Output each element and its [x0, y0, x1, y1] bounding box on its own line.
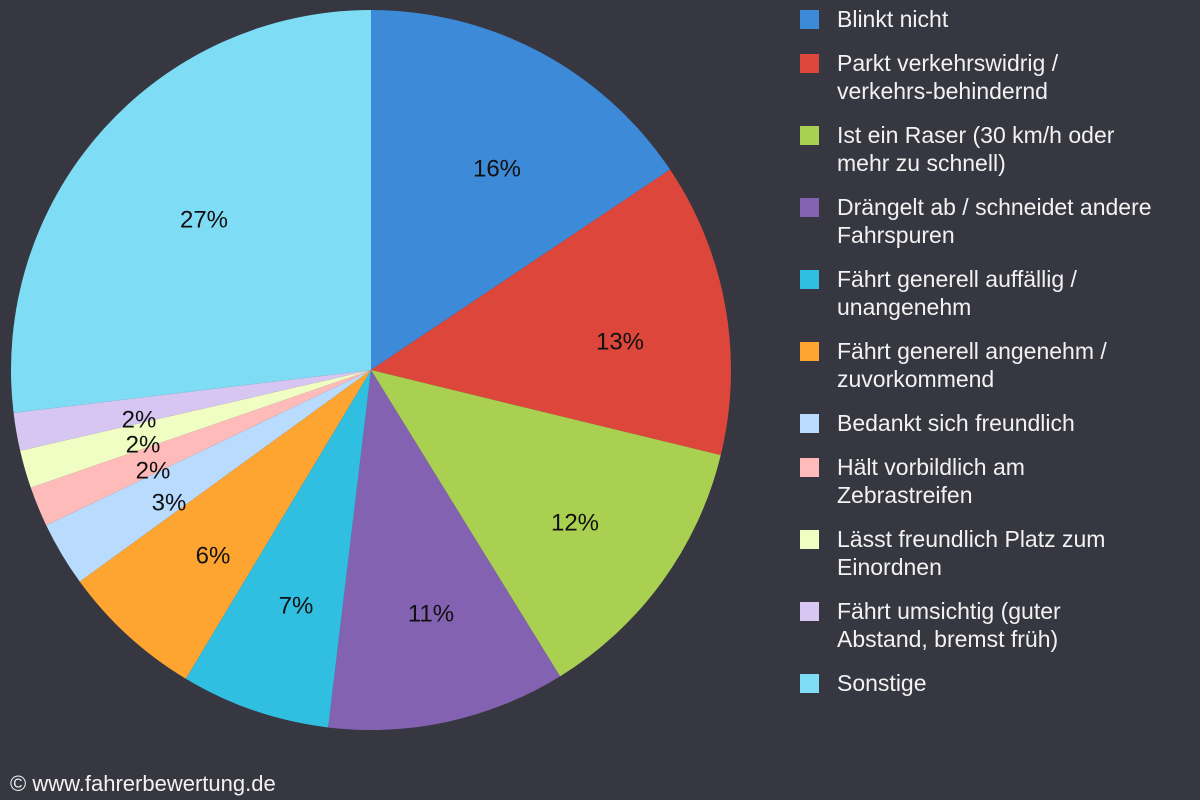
legend-swatch-icon — [800, 54, 819, 73]
pie-slice — [10, 10, 371, 413]
slice-percent-label: 2% — [126, 431, 161, 458]
legend-label: Fährt umsichtig (guter — [837, 598, 1061, 624]
legend-item: Sonstige — [800, 669, 1200, 697]
pie-slice — [30, 370, 372, 526]
pie-slice — [46, 370, 371, 582]
legend-label: Fährt generell auffällig / — [837, 266, 1077, 292]
pie-slice — [371, 169, 731, 456]
legend-swatch-icon — [800, 126, 819, 145]
pie-slice — [328, 370, 561, 731]
legend-item: Fährt umsichtig (guter Abstand, bremst fr… — [800, 597, 1200, 653]
legend-label: Lässt freundlich Platz zum — [837, 526, 1106, 552]
legend-label-line2: zuvorkommend — [837, 366, 995, 392]
legend-label: Drängelt ab / schneidet andere — [837, 194, 1152, 220]
legend-item: Hält vorbildlich am Zebrastreifen — [800, 453, 1200, 509]
legend-label: Bedankt sich freundlich — [837, 410, 1075, 436]
legend-item: Fährt generell angenehm / zuvorkommend — [800, 337, 1200, 393]
legend-swatch-icon — [800, 342, 819, 361]
slice-percent-label: 2% — [122, 406, 157, 433]
legend-item: Bedankt sich freundlich — [800, 409, 1200, 437]
legend-item: Ist ein Raser (30 km/h oder mehr zu schne… — [800, 121, 1200, 177]
legend-swatch-icon — [800, 198, 819, 217]
legend-swatch-icon — [800, 458, 819, 477]
legend-item: Drängelt ab / schneidet andere Fahrspuren — [800, 193, 1200, 249]
pie-slice — [79, 370, 372, 679]
slice-percent-label: 12% — [551, 509, 599, 536]
slice-percent-label: 7% — [279, 592, 314, 619]
pie-slice — [13, 370, 372, 451]
legend-label-line2: Einordnen — [837, 554, 942, 580]
pie-slice — [185, 370, 371, 728]
pie-slice — [20, 370, 372, 488]
legend: Blinkt nicht Parkt verkehrswidrig / verkeh… — [800, 5, 1200, 713]
legend-swatch-icon — [800, 414, 819, 433]
legend-swatch-icon — [800, 10, 819, 29]
slice-percent-label: 6% — [196, 542, 231, 569]
legend-item: Lässt freundlich Platz zum Einordnen — [800, 525, 1200, 581]
legend-label-line2: Zebrastreifen — [837, 482, 973, 508]
legend-swatch-icon — [800, 674, 819, 693]
legend-label: Parkt verkehrswidrig / — [837, 50, 1059, 76]
legend-item: Fährt generell auffällig / unangenehm — [800, 265, 1200, 321]
legend-label: Blinkt nicht — [837, 6, 949, 32]
slice-percent-label: 16% — [473, 155, 521, 182]
pie-slice — [371, 370, 721, 677]
legend-swatch-icon — [800, 270, 819, 289]
legend-label: Hält vorbildlich am — [837, 454, 1025, 480]
copyright-footer: © www.fahrerbewertung.de — [10, 771, 276, 796]
slice-percent-label: 27% — [180, 206, 228, 233]
legend-item: Blinkt nicht — [800, 5, 1200, 33]
pie-slice — [371, 10, 671, 370]
legend-swatch-icon — [800, 602, 819, 621]
legend-swatch-icon — [800, 530, 819, 549]
legend-item: Parkt verkehrswidrig / verkehrs-behindern… — [800, 49, 1200, 105]
pie-chart: 16%13%12%11%7%6%3%2%2%2%27% — [10, 10, 731, 731]
slice-percent-label: 2% — [136, 457, 171, 484]
slice-percent-label: 11% — [408, 600, 454, 627]
legend-label-line2: Fahrspuren — [837, 222, 955, 248]
legend-label-line2: mehr zu schnell) — [837, 150, 1006, 176]
legend-label: Fährt generell angenehm / — [837, 338, 1107, 364]
legend-label-line2: verkehrs-behindernd — [837, 78, 1048, 104]
legend-label: Sonstige — [837, 670, 927, 696]
legend-label: Ist ein Raser (30 km/h oder — [837, 122, 1115, 148]
slice-percent-label: 13% — [596, 328, 644, 355]
slice-percent-label: 3% — [152, 489, 187, 516]
legend-label-line2: unangenehm — [837, 294, 972, 320]
legend-label-line2: Abstand, bremst früh) — [837, 626, 1059, 652]
